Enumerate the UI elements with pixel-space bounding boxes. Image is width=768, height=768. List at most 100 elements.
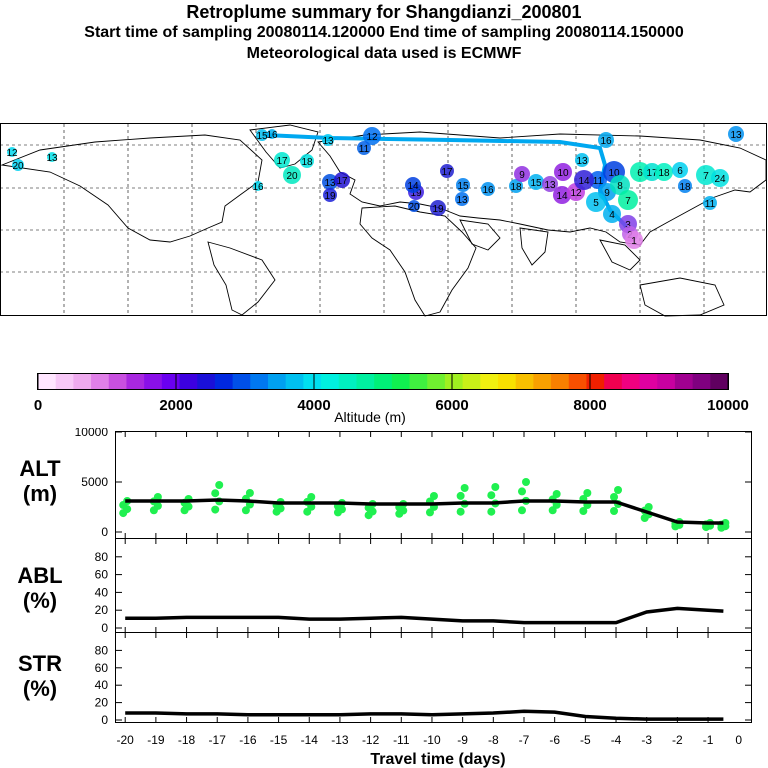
x-tick-label: -13 xyxy=(331,733,349,747)
x-tick-label: -6 xyxy=(549,733,560,747)
cluster-label: 13 xyxy=(456,195,468,206)
abl-ytick-label: 80 xyxy=(95,550,109,564)
cluster-label: 18 xyxy=(301,157,313,168)
cluster-label: 17 xyxy=(276,156,288,167)
cluster-label: 18 xyxy=(510,182,522,193)
cluster-label: 13 xyxy=(324,178,336,189)
cluster-label: 20 xyxy=(408,202,420,213)
x-tick-label: -4 xyxy=(611,733,622,747)
alt-cluster-dot xyxy=(517,506,526,515)
colorbar-cell xyxy=(444,374,464,389)
str-ytick-label: 40 xyxy=(95,678,109,692)
cluster-label: 15 xyxy=(256,131,268,142)
cluster-label: 14 xyxy=(578,176,590,187)
x-tick-label: -17 xyxy=(209,733,227,747)
alt-cluster-dot xyxy=(245,489,254,497)
cluster-label: 16 xyxy=(482,185,494,196)
cluster-marker xyxy=(274,152,290,168)
alt-cluster-dot xyxy=(307,493,316,501)
cluster-marker xyxy=(625,231,643,249)
cluster-label: 13 xyxy=(730,130,742,141)
cluster-label: 6 xyxy=(677,166,683,177)
cluster-label: 9 xyxy=(604,188,610,199)
colorbar-cell xyxy=(250,374,269,389)
colorbar-cell xyxy=(498,374,517,389)
cluster-marker xyxy=(575,153,589,167)
cluster-marker xyxy=(610,175,630,195)
cluster-marker xyxy=(357,141,371,155)
cluster-marker xyxy=(481,182,495,196)
colorbar-cell xyxy=(462,374,481,389)
cluster-label: 16 xyxy=(252,182,264,193)
alt-cluster-dot xyxy=(425,508,434,517)
x-tick-label: -10 xyxy=(423,733,441,747)
colorbar-cell xyxy=(374,374,393,389)
africa-coast xyxy=(359,205,477,317)
cluster-label: 13 xyxy=(46,153,58,164)
alt-cluster-dot xyxy=(487,491,496,500)
met-data-source: Meteorological data used is ECMWF xyxy=(246,45,522,62)
str-ytick-label: 80 xyxy=(95,643,109,657)
north-america-coast xyxy=(0,134,263,243)
alt-cluster-dot xyxy=(460,484,469,492)
cluster-marker xyxy=(574,170,594,190)
colorbar-cell xyxy=(692,374,711,389)
cluster-label: 17 xyxy=(336,176,348,187)
alt-cluster-dot xyxy=(579,507,588,515)
cluster-marker xyxy=(586,192,606,212)
cluster-label: 10 xyxy=(557,168,569,179)
x-tick-label: -15 xyxy=(270,733,288,747)
cluster-label: 8 xyxy=(617,181,623,192)
cluster-marker xyxy=(528,174,544,190)
colorbar-cell xyxy=(409,374,428,389)
australia-coast xyxy=(639,277,725,317)
x-tick-label: -5 xyxy=(580,733,591,747)
colorbar-cell xyxy=(533,374,552,389)
cluster-marker xyxy=(696,165,716,185)
colorbar-tick-label: 6000 xyxy=(435,397,468,414)
cluster-label: 20 xyxy=(12,161,24,172)
cluster-label: 12 xyxy=(366,132,378,143)
colorbar-cell xyxy=(586,374,605,389)
colorbar-cell xyxy=(391,374,411,389)
alt-ytick-label: 5000 xyxy=(81,475,108,489)
cluster-label: 14 xyxy=(556,191,568,202)
colorbar-cell xyxy=(232,374,251,389)
colorbar-cell xyxy=(710,374,729,389)
timeseries-panels: ALT (m) ABL (%) STR (%) 10000 5000 0 80 60 4… xyxy=(17,428,752,768)
str-ytick-label: 60 xyxy=(95,661,109,675)
graticule xyxy=(0,124,766,315)
cluster-marker xyxy=(283,166,301,184)
colorbar-tick-label: 2000 xyxy=(159,397,192,414)
colorbar-cell xyxy=(214,374,234,389)
cluster-marker xyxy=(728,126,744,142)
cluster-label: 7 xyxy=(625,196,631,207)
x-tick-label: -2 xyxy=(672,733,683,747)
abl-unit: (%) xyxy=(23,588,57,613)
cluster-marker xyxy=(267,129,277,139)
colorbar-cell xyxy=(568,374,588,389)
colorbar-cell xyxy=(338,374,358,389)
sampling-times: Start time of sampling 20080114.120000 E… xyxy=(84,24,684,41)
cluster-marker xyxy=(703,196,717,210)
x-tick-label: -1 xyxy=(703,733,714,747)
str-ytick-label: 0 xyxy=(101,713,108,727)
cluster-label: 18 xyxy=(658,168,670,179)
x-tick-label: -8 xyxy=(488,733,499,747)
cluster-marker xyxy=(334,172,350,188)
colorbar-label: Altitude (m) xyxy=(334,409,406,425)
x-tick-label: -14 xyxy=(301,733,319,747)
alt-label: ALT xyxy=(19,456,61,481)
eurasia-coast xyxy=(317,131,767,246)
alt-cluster-dot xyxy=(429,492,438,500)
x-tick-label: -12 xyxy=(362,733,380,747)
colorbar-cell xyxy=(639,374,658,389)
cluster-label: 4 xyxy=(609,210,615,221)
x-tick-label: -20 xyxy=(117,733,135,747)
cluster-marker xyxy=(598,132,614,148)
cluster-label: 16 xyxy=(600,136,612,147)
cluster-marker xyxy=(618,190,638,210)
cluster-label: 19 xyxy=(324,191,336,202)
colorbar-cell xyxy=(73,374,92,389)
cluster-label: 19 xyxy=(432,204,444,215)
